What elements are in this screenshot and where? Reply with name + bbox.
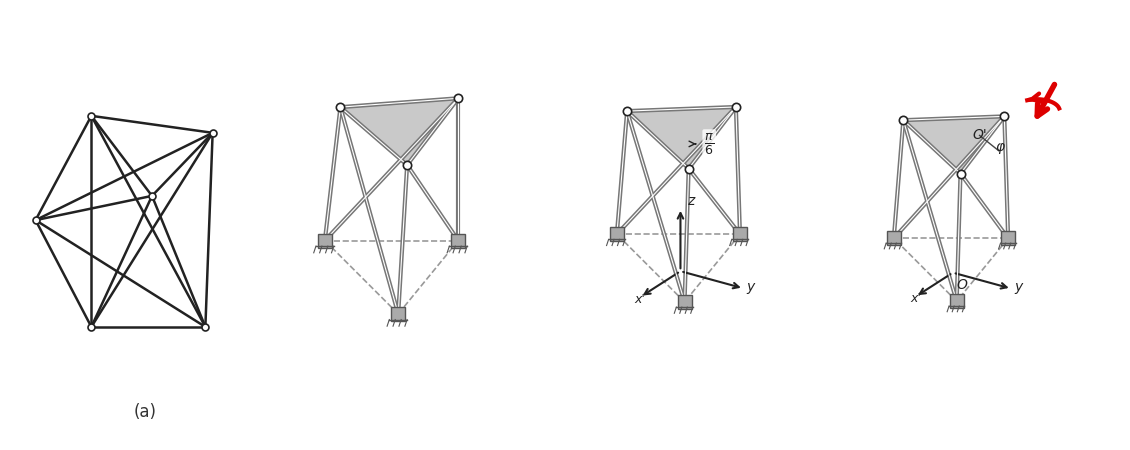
Text: y: y (1015, 280, 1023, 294)
Text: y: y (747, 280, 755, 294)
Text: z: z (687, 194, 694, 208)
Polygon shape (340, 98, 459, 165)
Polygon shape (627, 107, 736, 169)
Text: O': O' (972, 128, 986, 142)
Text: x': x' (910, 292, 921, 305)
Polygon shape (903, 117, 1005, 174)
Text: $\varphi$: $\varphi$ (994, 141, 1006, 156)
Text: O: O (957, 279, 967, 292)
Text: (a): (a) (133, 402, 156, 420)
Text: x': x' (634, 293, 645, 306)
Text: $\frac{\pi}{6}$: $\frac{\pi}{6}$ (704, 131, 714, 157)
